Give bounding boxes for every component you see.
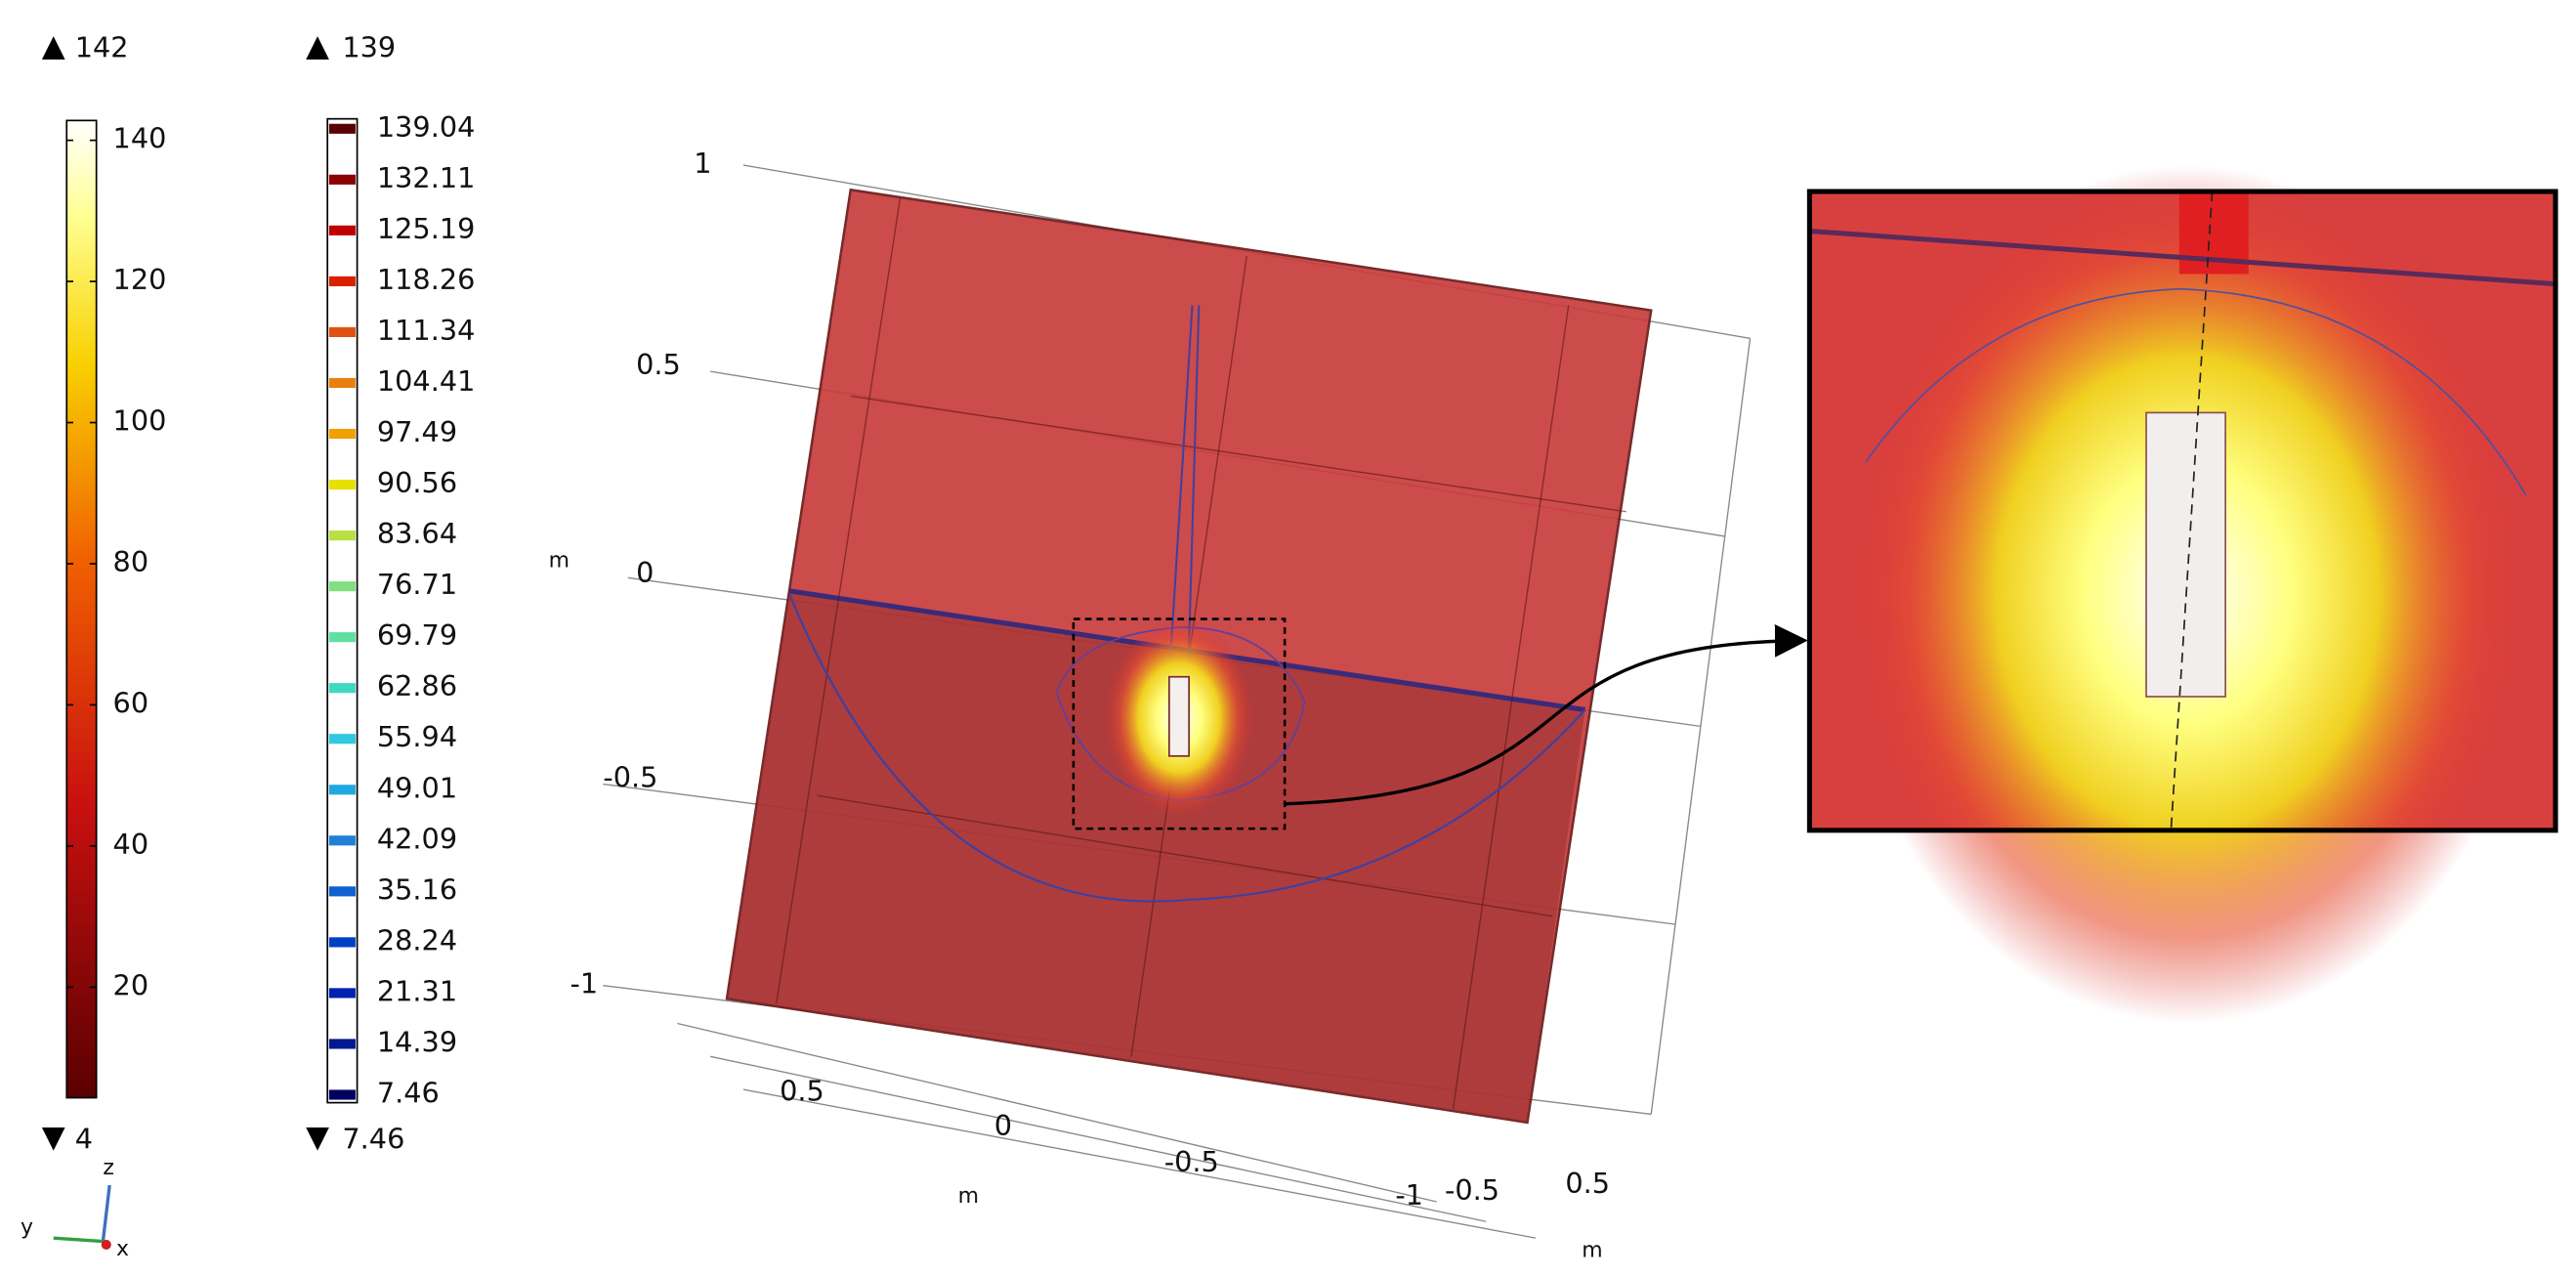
colorbar-tick-label: 120 xyxy=(113,263,167,296)
contour-level xyxy=(328,1089,356,1100)
contour-level xyxy=(328,785,356,795)
triad-y-label: y xyxy=(21,1215,33,1240)
contour-level xyxy=(328,734,356,744)
contour-level-label: 21.31 xyxy=(377,974,457,1007)
z-tick-label: 1 xyxy=(694,147,711,180)
y-tick-label: -1 xyxy=(1395,1178,1423,1212)
inset-electrode xyxy=(2145,411,2226,698)
z-tick-label: 0 xyxy=(636,556,654,589)
triad-z-label: z xyxy=(103,1156,114,1180)
contour-line xyxy=(788,593,1586,903)
contour-level xyxy=(328,479,356,490)
triad-y xyxy=(53,1236,104,1244)
colorbar-tick-label: 60 xyxy=(113,686,149,719)
contour-level-label: 90.56 xyxy=(377,466,457,499)
inset-interface xyxy=(1809,229,2556,287)
contour-level-label: 76.71 xyxy=(377,568,457,601)
contour-level-label: 14.39 xyxy=(377,1025,457,1058)
contour-level-label: 139.04 xyxy=(377,110,476,144)
contour-level xyxy=(328,632,356,643)
contour-level xyxy=(328,377,356,389)
colorbar-max: 142 xyxy=(75,31,129,64)
contour-level xyxy=(328,835,356,846)
colorbar-tick-label: 140 xyxy=(113,122,167,155)
contour-level-label: 69.79 xyxy=(377,618,457,652)
contour-level-label: 7.46 xyxy=(377,1076,440,1109)
contour-level-label: 132.11 xyxy=(377,161,476,194)
y-tick-label: 0 xyxy=(994,1109,1012,1142)
x-tick-label: 0.5 xyxy=(1565,1167,1610,1200)
axis-frame xyxy=(677,1022,1437,1203)
contour-min: 7.46 xyxy=(342,1122,404,1155)
contour-level-label: 49.01 xyxy=(377,771,457,804)
mesh-line xyxy=(776,197,902,1004)
contour-level xyxy=(328,174,356,185)
colorbar-min: 4 xyxy=(75,1122,93,1155)
contour-level xyxy=(328,1039,356,1049)
contour-level-label: 28.24 xyxy=(377,923,457,957)
contour-level-label: 118.26 xyxy=(377,263,476,296)
mesh-line xyxy=(1452,305,1570,1110)
contour-level xyxy=(328,937,356,948)
contour-level-label: 42.09 xyxy=(377,822,457,855)
y-unit: m xyxy=(958,1184,979,1209)
contour-level-label: 62.86 xyxy=(377,669,457,702)
domain-lower xyxy=(727,590,1585,1123)
contour-level-label: 111.34 xyxy=(377,314,476,347)
contour-level xyxy=(328,886,356,897)
y-tick-label: -0.5 xyxy=(1164,1145,1219,1178)
mesh-line xyxy=(850,395,1626,513)
contour-level xyxy=(328,531,356,541)
min-marker xyxy=(306,1127,329,1151)
triad-x-label: x xyxy=(116,1237,129,1261)
min-marker xyxy=(41,1127,65,1151)
contour-level-label: 104.41 xyxy=(377,364,476,398)
z-tick-label: 0.5 xyxy=(636,348,681,381)
inset-contour xyxy=(1865,287,2527,496)
z-tick-label: -1 xyxy=(570,967,599,1000)
inset-axis xyxy=(2170,191,2214,830)
triad-z xyxy=(101,1184,111,1242)
inset-frame xyxy=(1806,189,2558,833)
y-tick-label: 0.5 xyxy=(780,1074,824,1107)
triad-x xyxy=(101,1239,111,1250)
axis-frame xyxy=(710,1055,1487,1222)
colorbar xyxy=(65,119,98,1099)
contour-max: 139 xyxy=(342,31,396,64)
axis-frame xyxy=(742,1088,1537,1239)
contour-level xyxy=(328,326,356,338)
contour-level-label: 83.64 xyxy=(377,517,457,550)
contour-level-label: 55.94 xyxy=(377,720,457,753)
contour-level xyxy=(328,988,356,999)
contour-legend xyxy=(326,117,359,1104)
z-unit: m xyxy=(549,548,570,573)
contour-level xyxy=(328,428,356,440)
x-unit: m xyxy=(1582,1239,1602,1263)
max-marker xyxy=(306,36,329,60)
contour-level-label: 97.49 xyxy=(377,415,457,448)
contour-level xyxy=(328,683,356,694)
colorbar-tick-label: 100 xyxy=(113,404,167,438)
contour-level xyxy=(328,123,356,134)
axis-frame xyxy=(1650,338,1752,1115)
contour-level xyxy=(328,276,356,286)
max-marker xyxy=(41,36,65,60)
contour-level xyxy=(328,225,356,235)
electrode-tip xyxy=(1168,675,1190,757)
colorbar-tick-label: 40 xyxy=(113,828,149,861)
contour-level-label: 35.16 xyxy=(377,872,457,906)
colorbar-tick-label: 80 xyxy=(113,545,149,578)
contour-level xyxy=(328,581,356,592)
x-tick-label: -0.5 xyxy=(1445,1173,1499,1207)
z-tick-label: -0.5 xyxy=(603,760,657,793)
colorbar-tick-label: 20 xyxy=(113,968,149,1001)
mesh-line xyxy=(817,794,1552,917)
contour-level-label: 125.19 xyxy=(377,212,476,245)
zoom-arrow xyxy=(1285,623,1808,806)
zoom-box xyxy=(1072,617,1287,830)
